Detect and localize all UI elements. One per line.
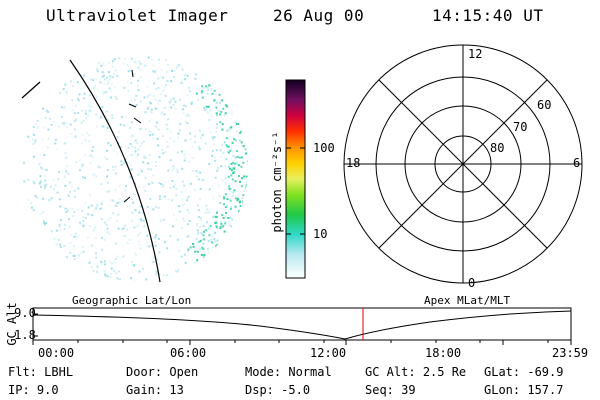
timeline-xtick-0600: 06:00: [170, 346, 207, 360]
polar-plot: [343, 44, 583, 284]
info-flt: Flt: LBHL: [8, 365, 74, 379]
uv-image-panel: [21, 56, 248, 283]
date-label: 26 Aug 00: [273, 6, 365, 25]
info-gc-alt: GC Alt: 2.5 Re: [365, 365, 467, 379]
mlat-label-70: 70: [513, 120, 528, 134]
info-ip: IP: 9.0: [8, 383, 59, 397]
colorbar: [285, 79, 306, 279]
info-seq: Seq: 39: [365, 383, 416, 397]
limb-mark: [21, 81, 41, 99]
info-glon: GLon: 157.7: [484, 383, 564, 397]
mlt-label-6: 6: [573, 156, 581, 170]
mlt-label-0: 0: [468, 276, 476, 290]
info-door: Door: Open: [126, 365, 199, 379]
timeline-xtick-2359: 23:59: [552, 346, 589, 360]
colorbar-units-label: photon cm⁻²s⁻¹: [270, 131, 284, 233]
info-mode: Mode: Normal: [245, 365, 332, 379]
colorbar-scale: [285, 79, 306, 279]
colorbar-tick-100: 100: [313, 141, 335, 155]
timeline-ytick-top: 9.0: [14, 306, 36, 320]
info-gain: Gain: 13: [126, 383, 184, 397]
mlat-label-80: 80: [490, 141, 505, 155]
timeline-frame: [32, 307, 572, 341]
terminator-line: [69, 59, 161, 283]
time-label: 14:15:40 UT: [432, 6, 544, 25]
timeline-panel: [32, 307, 572, 345]
colorbar-tick-10: 10: [313, 227, 328, 241]
instrument-title: Ultraviolet Imager: [46, 6, 229, 25]
polar-diagonal-2: [378, 79, 548, 249]
mlt-label-18: 18: [346, 156, 361, 170]
mlt-label-12: 12: [468, 47, 483, 61]
apex-label: Apex MLat/MLT: [424, 294, 511, 307]
info-glat: GLat: -69.9: [484, 365, 564, 379]
info-dsp: Dsp: -5.0: [245, 383, 311, 397]
timeline-xtick-0000: 00:00: [38, 346, 75, 360]
timeline-xtick-1800: 18:00: [425, 346, 462, 360]
geographic-label: Geographic Lat/Lon: [72, 294, 192, 307]
timeline-xtick-1200: 12:00: [310, 346, 347, 360]
aurora-emission-pixels: [23, 56, 248, 281]
mlat-label-60: 60: [537, 98, 552, 112]
altitude-curve: [32, 310, 572, 340]
timeline-ytick-bottom: 1.8: [14, 328, 36, 342]
